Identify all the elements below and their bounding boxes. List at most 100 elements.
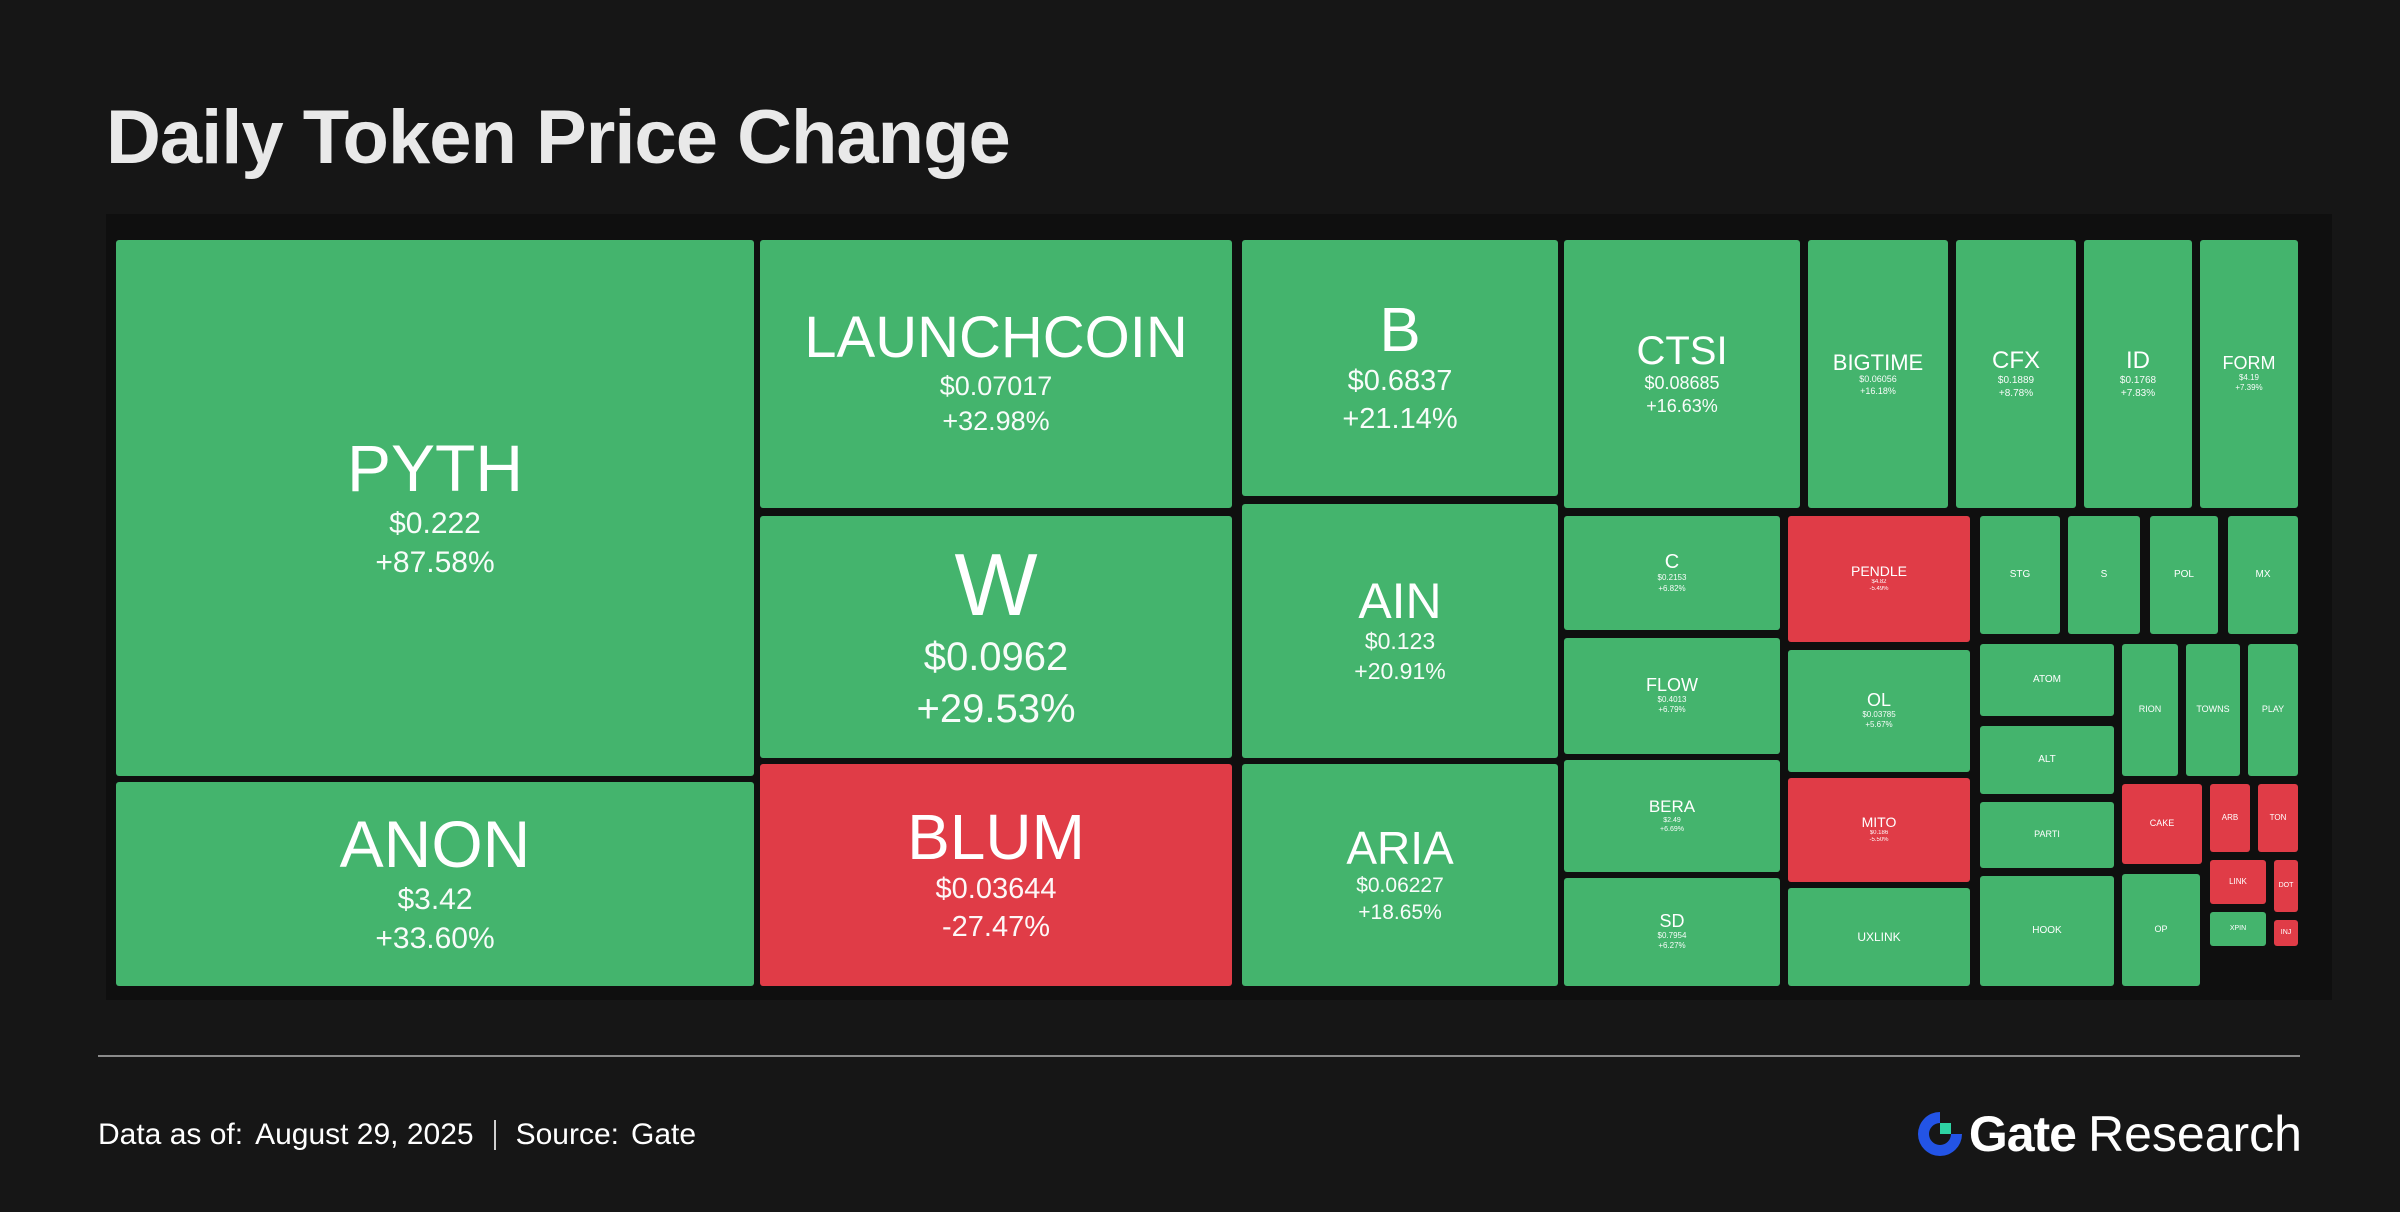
- treemap-panel: PYTH $0.222 +87.58% ANON $3.42 +33.60% LAUNCHC…: [106, 214, 2332, 1000]
- tile-symbol: ARB: [2221, 812, 2239, 822]
- tile-symbol: BLUM: [907, 800, 1085, 873]
- tile-change: +32.98%: [942, 406, 1050, 437]
- treemap-tile-bigtime: BIGTIME $0.06056 +16.18%: [1808, 240, 1948, 508]
- treemap-tile-ton: TON: [2258, 784, 2298, 852]
- tile-price: $0.08685: [1644, 372, 1720, 393]
- treemap-tile-atom: ATOM: [1980, 644, 2114, 716]
- tile-price: $4.19: [2238, 373, 2260, 383]
- tile-symbol: PENDLE: [1850, 562, 1908, 579]
- footer-separator: [493, 1120, 496, 1150]
- tile-change: +6.79%: [1658, 705, 1686, 715]
- treemap-tile-stg: STG: [1980, 516, 2060, 634]
- tile-change: +6.69%: [1660, 825, 1684, 833]
- tile-change: +8.78%: [1998, 387, 2034, 399]
- tile-price: $0.06227: [1356, 873, 1444, 897]
- tile-symbol: CAKE: [2149, 818, 2175, 829]
- tile-symbol: W: [954, 534, 1038, 634]
- treemap-tile-pyth: PYTH $0.222 +87.58%: [116, 240, 754, 776]
- tile-change: +5.67%: [1865, 720, 1893, 730]
- tile-symbol: CFX: [1992, 347, 2040, 375]
- tile-symbol: B: [1379, 295, 1421, 365]
- tile-symbol: UXLINK: [1857, 929, 1901, 944]
- tile-symbol: FLOW: [1646, 675, 1698, 696]
- treemap-tile-pendle: PENDLE $4.82 -5.49%: [1788, 516, 1970, 642]
- tile-change: +7.39%: [2235, 383, 2263, 393]
- treemap-tile-ol: OL $0.03785 +5.67%: [1788, 650, 1970, 772]
- treemap-tile-hook: HOOK: [1980, 876, 2114, 986]
- page-title: Daily Token Price Change: [106, 95, 1011, 180]
- tile-change: +16.63%: [1646, 396, 1718, 416]
- treemap-tile-cake: CAKE: [2122, 784, 2202, 864]
- tile-symbol: TON: [2269, 812, 2287, 822]
- treemap-tile-c: C $0.2153 +6.82%: [1564, 516, 1780, 630]
- source-value: Gate: [630, 1118, 697, 1151]
- tile-symbol: INJ: [2280, 929, 2292, 937]
- tile-price: $0.4013: [1657, 695, 1687, 705]
- tile-price: $0.0962: [923, 635, 1069, 680]
- date-value: August 29, 2025: [255, 1118, 474, 1151]
- treemap-tile-arb: ARB: [2210, 784, 2250, 852]
- treemap-tile-blum: BLUM $0.03644 -27.47%: [760, 764, 1232, 986]
- tile-price: $0.06056: [1859, 373, 1897, 384]
- footer-info: Data as of: August 29, 2025 Source: Gate: [98, 1113, 696, 1157]
- treemap-tile-inj: INJ: [2274, 920, 2298, 946]
- treemap-tile-op: OP: [2122, 874, 2200, 986]
- tile-symbol: ARIA: [1346, 821, 1454, 874]
- treemap-tile-s: S: [2068, 516, 2140, 634]
- treemap-tile-rion: RION: [2122, 644, 2178, 776]
- tile-change: +6.27%: [1658, 941, 1686, 951]
- brand-name: Gate: [1968, 1106, 2077, 1162]
- tile-price: $4.82: [1871, 578, 1887, 585]
- treemap-tile-launchcoin: LAUNCHCOIN $0.07017 +32.98%: [760, 240, 1232, 508]
- tile-symbol: PLAY: [2261, 704, 2285, 715]
- treemap-tile-w: W $0.0962 +29.53%: [760, 516, 1232, 758]
- tile-price: $0.07017: [939, 371, 1053, 402]
- footer-divider: [98, 1055, 2300, 1057]
- tile-symbol: BERA: [1648, 796, 1696, 816]
- tile-symbol: XPIN: [2229, 925, 2247, 933]
- tile-symbol: MX: [2255, 568, 2271, 580]
- tile-price: $0.03644: [935, 872, 1057, 905]
- treemap-tile-mx: MX: [2228, 516, 2298, 634]
- treemap-tile-parti: PARTI: [1980, 802, 2114, 868]
- tile-symbol: RION: [2138, 704, 2162, 715]
- treemap-tile-bera: BERA $2.49 +6.69%: [1564, 760, 1780, 872]
- tile-symbol: DOT: [2278, 882, 2294, 890]
- tile-change: +33.60%: [375, 921, 495, 955]
- tile-symbol: OL: [1866, 690, 1891, 711]
- tile-symbol: LAUNCHCOIN: [804, 305, 1188, 371]
- treemap-tile-towns: TOWNS: [2186, 644, 2240, 776]
- date-label: Data as of:: [98, 1118, 244, 1151]
- treemap-tile-flow: FLOW $0.4013 +6.79%: [1564, 638, 1780, 754]
- treemap-tile-play: PLAY: [2248, 644, 2298, 776]
- tile-price: $0.2153: [1657, 573, 1687, 583]
- treemap-tile-anon: ANON $3.42 +33.60%: [116, 782, 754, 986]
- tile-symbol: S: [2100, 568, 2108, 580]
- brand-logo: Gate Research: [1915, 1104, 2302, 1164]
- tile-change: +6.82%: [1658, 583, 1686, 593]
- tile-price: $0.1889: [1997, 374, 2035, 386]
- tile-symbol: FORM: [2222, 353, 2276, 374]
- tile-symbol: MITO: [1861, 813, 1897, 830]
- treemap-tile-xpin: XPIN: [2210, 912, 2266, 946]
- tile-symbol: STG: [2009, 568, 2031, 580]
- treemap-tile-aria: ARIA $0.06227 +18.65%: [1242, 764, 1558, 986]
- tile-price: $0.7954: [1657, 931, 1687, 941]
- tile-change: -5.50%: [1869, 837, 1889, 844]
- treemap-tile-uxlink: UXLINK: [1788, 888, 1970, 986]
- tile-change: +16.18%: [1860, 385, 1896, 396]
- treemap-tile-ctsi: CTSI $0.08685 +16.63%: [1564, 240, 1800, 508]
- tile-price: $0.186: [1869, 829, 1889, 836]
- treemap-tile-b: B $0.6837 +21.14%: [1242, 240, 1558, 496]
- tile-symbol: C: [1664, 551, 1680, 574]
- treemap-tile-mito: MITO $0.186 -5.50%: [1788, 778, 1970, 882]
- tile-price: $2.49: [1663, 816, 1681, 824]
- tile-symbol: PARTI: [2034, 829, 2060, 840]
- tile-symbol: PYTH: [346, 431, 524, 506]
- brand-suffix: Research: [2088, 1106, 2302, 1162]
- tile-symbol: BIGTIME: [1832, 349, 1924, 375]
- tile-change: -27.47%: [941, 910, 1050, 943]
- tile-price: $3.42: [397, 882, 473, 916]
- treemap-tile-pol: POL: [2150, 516, 2218, 634]
- tile-change: -5.49%: [1869, 586, 1889, 593]
